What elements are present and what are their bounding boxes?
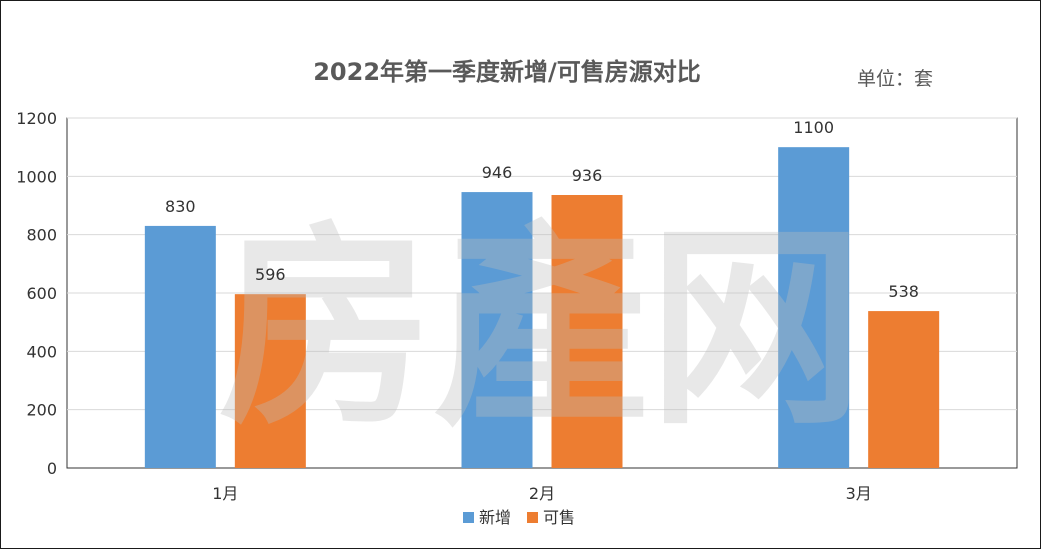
data-label: 1100 xyxy=(793,118,834,137)
chart-title: 2022年第一季度新增/可售房源对比 xyxy=(313,58,701,86)
data-label: 936 xyxy=(572,166,603,185)
y-axis-ticks: 0 200 400 600 800 1000 1200 xyxy=(16,109,57,478)
data-label: 538 xyxy=(888,282,919,301)
x-category-label: 2月 xyxy=(529,484,555,503)
data-label: 946 xyxy=(482,163,513,182)
bar-layer xyxy=(144,147,940,469)
legend-swatch xyxy=(527,512,538,523)
y-tick-label: 200 xyxy=(26,401,57,420)
y-tick-label: 0 xyxy=(47,459,57,478)
watermark: 房產网 xyxy=(219,203,864,454)
unit-label: 单位：套 xyxy=(857,68,933,90)
y-tick-label: 400 xyxy=(26,342,57,361)
data-label-layer: 830 596 946 936 1100 538 xyxy=(165,118,919,301)
data-label: 830 xyxy=(165,197,196,216)
legend-swatch xyxy=(463,512,474,523)
y-tick-label: 1000 xyxy=(16,167,57,186)
legend-label: 新增 xyxy=(479,508,511,527)
x-axis-categories: 1月 2月 3月 xyxy=(212,484,872,503)
bar-available xyxy=(234,294,306,468)
x-category-label: 3月 xyxy=(846,484,872,503)
y-tick-label: 600 xyxy=(26,284,57,303)
bar-new xyxy=(461,192,533,469)
bar-new xyxy=(144,225,216,468)
bar-available xyxy=(868,311,940,468)
bar-available xyxy=(551,195,623,468)
y-tick-label: 1200 xyxy=(16,109,57,128)
grid-layer xyxy=(67,117,1017,411)
legend-label: 可售 xyxy=(543,508,575,527)
bar-new xyxy=(778,147,850,468)
x-category-label: 1月 xyxy=(212,484,238,503)
y-tick-label: 800 xyxy=(26,226,57,245)
data-label: 596 xyxy=(255,265,286,284)
legend: 新增 可售 xyxy=(463,508,575,527)
